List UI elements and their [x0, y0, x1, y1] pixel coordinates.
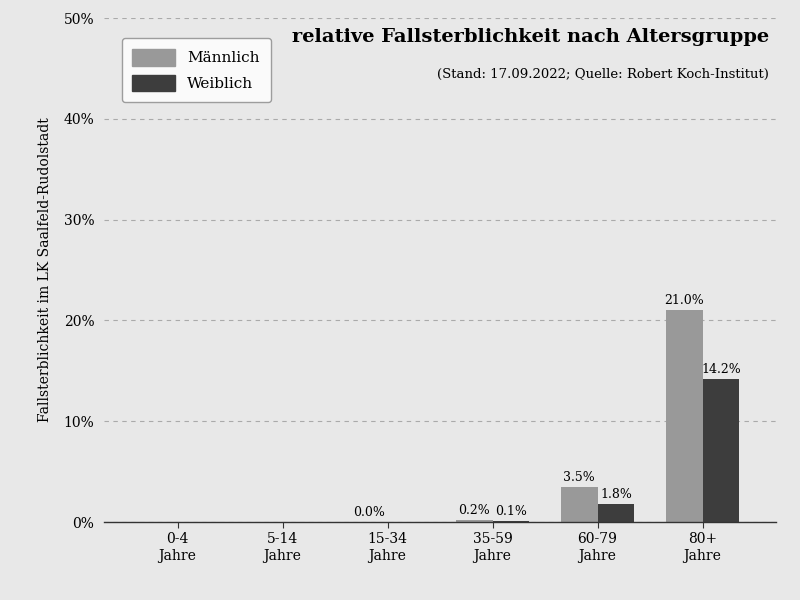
Bar — [493, 521, 530, 522]
Y-axis label: Fallsterblichkeit im LK Saalfeld-Rudolstadt: Fallsterblichkeit im LK Saalfeld-Rudolst… — [38, 118, 53, 422]
Bar — [456, 520, 493, 522]
Text: 3.5%: 3.5% — [563, 470, 595, 484]
Text: 14.2%: 14.2% — [701, 363, 741, 376]
Text: 21.0%: 21.0% — [664, 294, 704, 307]
Bar — [561, 487, 598, 522]
Bar — [598, 504, 634, 522]
Text: 0.2%: 0.2% — [458, 504, 490, 517]
Text: 0.0%: 0.0% — [353, 506, 385, 519]
Legend: Männlich, Weiblich: Männlich, Weiblich — [122, 38, 270, 102]
Text: (Stand: 17.09.2022; Quelle: Robert Koch-Institut): (Stand: 17.09.2022; Quelle: Robert Koch-… — [438, 68, 770, 82]
Bar — [666, 310, 702, 522]
Text: 1.8%: 1.8% — [600, 488, 632, 501]
Text: relative Fallsterblichkeit nach Altersgruppe: relative Fallsterblichkeit nach Altersgr… — [292, 28, 770, 46]
Text: 0.1%: 0.1% — [495, 505, 527, 518]
Bar — [702, 379, 739, 522]
